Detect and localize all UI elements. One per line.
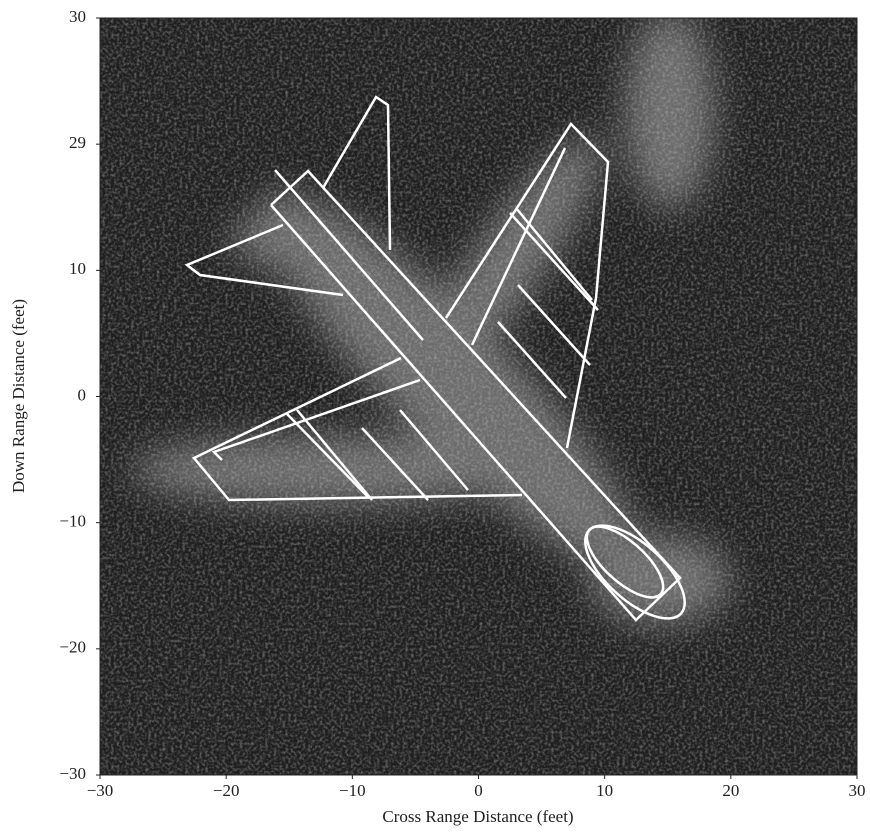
x-axis-label: Cross Range Distance (feet) — [382, 807, 573, 826]
radar-image — [100, 18, 857, 775]
y-tick-label: −20 — [59, 638, 86, 657]
y-tick-label: 29 — [69, 133, 86, 152]
y-axis-label: Down Range Distance (feet) — [9, 299, 28, 493]
y-tick-label: 10 — [69, 259, 86, 278]
y-tick-label: −10 — [59, 512, 86, 531]
aircraft-outline — [184, 95, 686, 622]
x-tick-label: 30 — [849, 781, 866, 800]
x-tick-label: −10 — [339, 781, 366, 800]
x-tick-label: 20 — [722, 781, 739, 800]
y-tick-label: 0 — [78, 385, 87, 404]
x-tick-label: 10 — [596, 781, 613, 800]
x-tick-label: 0 — [474, 781, 483, 800]
x-tick-label: −20 — [213, 781, 240, 800]
y-tick-label: 30 — [69, 7, 86, 26]
x-tick-label: −30 — [87, 781, 114, 800]
y-tick-label: −30 — [59, 764, 86, 783]
